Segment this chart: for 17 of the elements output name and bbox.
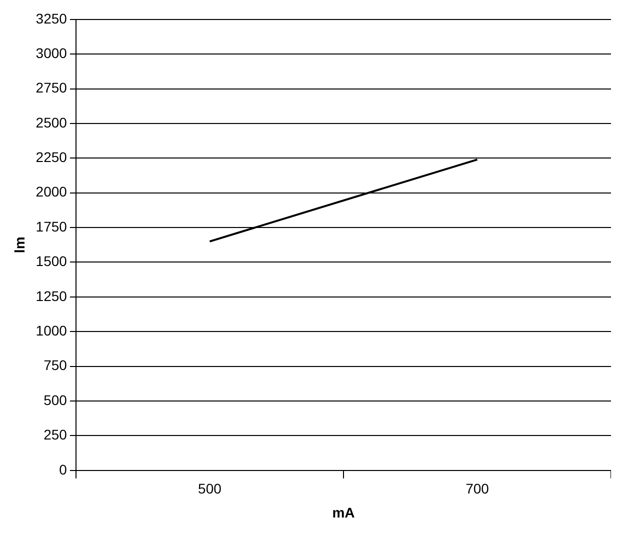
y-tick-label: 500 (44, 392, 68, 408)
y-tick-label: 2500 (36, 114, 68, 130)
y-tick-label: 3000 (36, 44, 68, 61)
y-tick-label: 750 (44, 357, 68, 374)
y-tick-label: 1750 (36, 218, 68, 234)
x-tick-label: 700 (466, 480, 490, 497)
y-tick-label: 2000 (36, 184, 68, 200)
y-tick-label: 1250 (36, 288, 68, 304)
y-axis-title: lm (11, 236, 28, 254)
y-tick-label: 250 (44, 426, 68, 443)
y-tick-label: 2250 (36, 149, 68, 166)
y-tick-label: 1500 (36, 253, 68, 270)
y-tick-label: 1000 (36, 322, 68, 338)
y-tick-label: 3250 (36, 10, 68, 26)
y-tick-label: 2750 (36, 80, 68, 96)
y-tick-label: 0 (59, 461, 68, 478)
x-axis-title: mA (332, 504, 355, 520)
